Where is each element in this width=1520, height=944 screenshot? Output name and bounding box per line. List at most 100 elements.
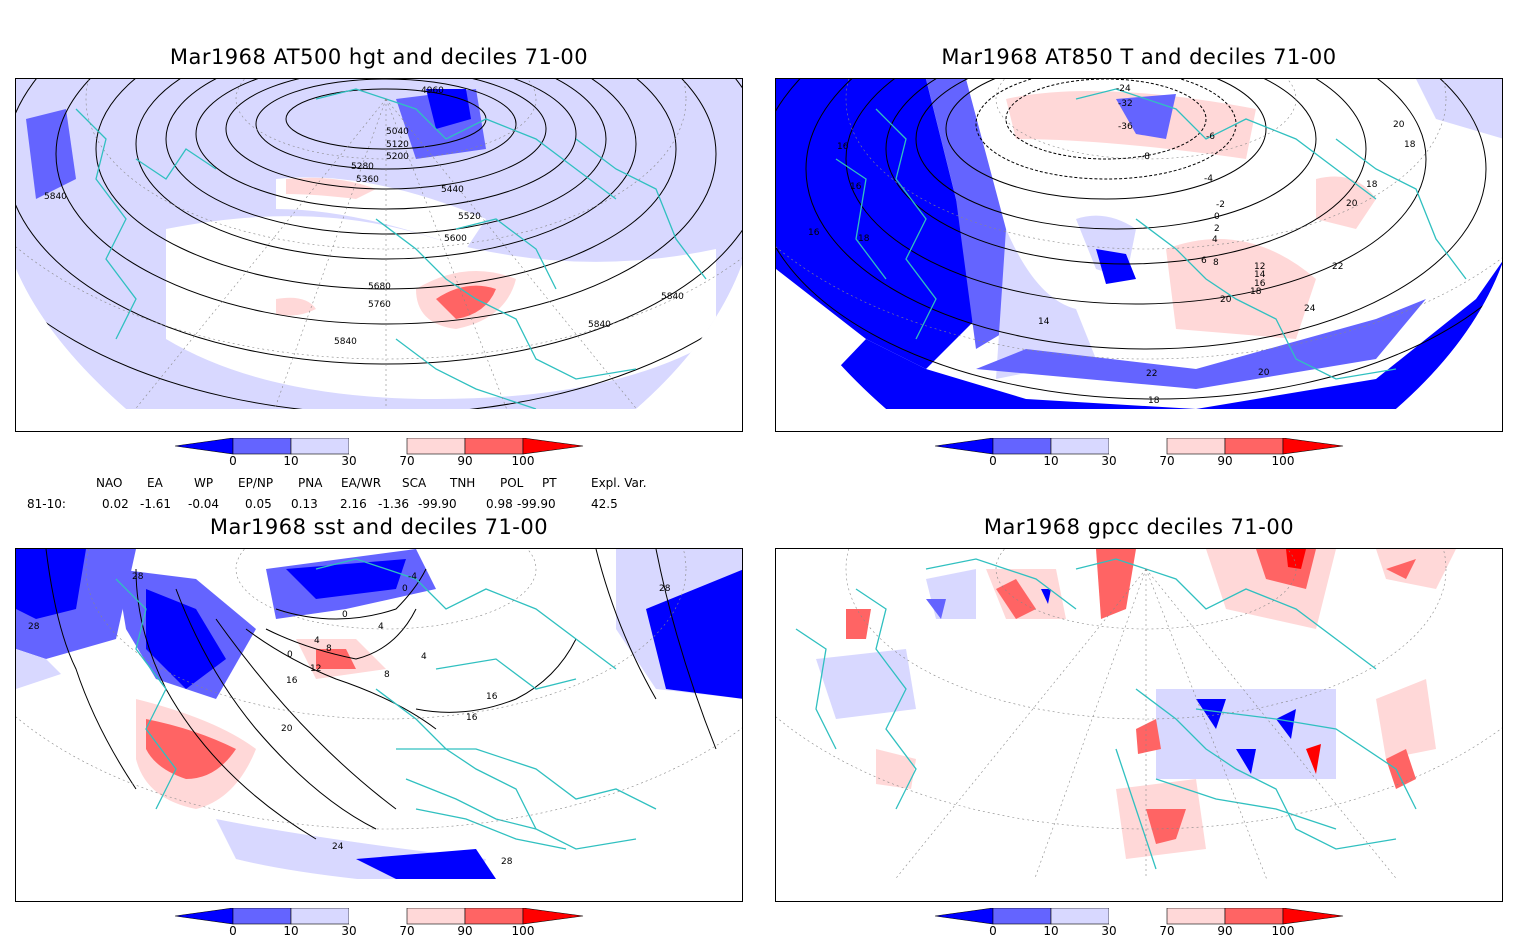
- index-value: -99.90: [418, 497, 457, 511]
- contour-label: -2: [1216, 200, 1225, 210]
- contour-label: 2: [1214, 224, 1220, 234]
- index-header: Expl. Var.: [591, 476, 647, 490]
- panel-title-1: Mar1968 AT500 hgt and deciles 71-00: [169, 45, 589, 69]
- contour-label: 5120: [386, 140, 409, 150]
- colorbar-tick: 90: [457, 924, 473, 938]
- contour-label: 16: [850, 182, 862, 192]
- contour-label: 28: [659, 584, 671, 594]
- index-header: POL: [500, 476, 524, 490]
- contour-label: 20: [1220, 295, 1232, 305]
- colorbar-tick: 10: [283, 924, 299, 938]
- colorbar-tick: 70: [399, 924, 415, 938]
- contour-label: 18: [1404, 140, 1416, 150]
- contour-label: 5680: [368, 282, 391, 292]
- contour-label: -36: [1118, 122, 1133, 132]
- colorbar-tick: 0: [989, 924, 997, 938]
- panel-title-2: Mar1968 AT850 T and deciles 71-00: [941, 45, 1337, 69]
- contour-label: 16: [486, 692, 498, 702]
- contour-label: -24: [1116, 84, 1131, 94]
- colorbar-tick: 0: [229, 924, 237, 938]
- colorbar-4: 0 10 30 70 90 100: [935, 908, 1345, 944]
- colorbar-tick: 30: [1101, 924, 1117, 938]
- map-panel-sst: 28 28 28 28 0 0 4 8 12 16 20 24 0 4 8 16…: [15, 548, 743, 902]
- index-header: PT: [542, 476, 557, 490]
- hgt500-map: 4960 5040 5120 5200 5280 5360 5440 5520 …: [16, 79, 742, 431]
- panel-title-3: Mar1968 sst and deciles 71-00: [209, 515, 549, 539]
- colorbar-tick: 30: [341, 454, 357, 468]
- index-header: TNH: [450, 476, 476, 490]
- colorbar-tick: 100: [511, 454, 535, 468]
- colorbar-swatches: [935, 908, 1344, 925]
- sst-map: 28 28 28 28 0 0 4 8 12 16 20 24 0 4 8 16…: [16, 549, 742, 901]
- colorbar-tick: 100: [1271, 924, 1295, 938]
- contour-label: 20: [281, 724, 293, 734]
- gpcc-map: [776, 549, 1502, 901]
- contour-label: 5760: [368, 300, 391, 310]
- contour-label: 5040: [386, 127, 409, 137]
- colorbar-tick: 10: [283, 454, 299, 468]
- t850-map: -24 -32 -36 -8 -6 -4 -2 0 2 4 6 8 12 14 …: [776, 79, 1502, 431]
- contour-label: 16: [286, 676, 298, 686]
- contour-label: -32: [1118, 99, 1133, 109]
- contour-label: 16: [466, 713, 478, 723]
- colorbar-tick: 100: [511, 924, 535, 938]
- index-value: 2.16: [340, 497, 367, 511]
- contour-label: 22: [1146, 369, 1157, 379]
- colorbar-tick: 10: [1043, 454, 1059, 468]
- colorbar-swatches: [175, 438, 584, 455]
- index-header: SCA: [402, 476, 427, 490]
- index-value: 0.98: [486, 497, 513, 511]
- index-header: WP: [194, 476, 214, 490]
- colorbar-tick: 10: [1043, 924, 1059, 938]
- contour-label: 0: [402, 584, 408, 594]
- contour-label: 20: [1393, 120, 1405, 130]
- t850-contour-labels: -24 -32 -36 -8 -6 -4 -2 0 2 4 6 8 12 14 …: [808, 84, 1416, 406]
- contour-label: 4: [378, 622, 384, 632]
- colorbar-tick: 0: [989, 454, 997, 468]
- index-header: PNA: [298, 476, 323, 490]
- contour-label: 8: [326, 644, 332, 654]
- contour-label: 4: [1212, 235, 1218, 245]
- index-value: -1.61: [140, 497, 172, 511]
- contour-label: -4: [408, 572, 417, 582]
- colorbar-tick: 90: [1217, 454, 1233, 468]
- map-panel-hgt500: 4960 5040 5120 5200 5280 5360 5440 5520 …: [15, 78, 743, 432]
- contour-label: 8: [1213, 258, 1219, 268]
- contour-label: 8: [384, 670, 390, 680]
- colorbar-tick: 30: [1101, 454, 1117, 468]
- contour-label: 24: [332, 842, 344, 852]
- index-value: 0.02: [102, 497, 129, 511]
- contour-label: 14: [1038, 317, 1050, 327]
- contour-label: 5200: [386, 152, 409, 162]
- contour-label: 14: [1254, 270, 1266, 280]
- contour-label: 20: [1258, 368, 1270, 378]
- contour-label: 16: [1254, 279, 1266, 289]
- contour-label: 5520: [458, 212, 481, 222]
- contour-label: 0: [342, 610, 348, 620]
- contour-label: 4: [314, 636, 320, 646]
- contour-label: 5840: [334, 337, 357, 347]
- contour-label: 4: [421, 652, 427, 662]
- colorbar-tick: 70: [1159, 454, 1175, 468]
- contour-label: 16: [808, 228, 820, 238]
- colorbar-2: 0 10 30 70 90 100: [935, 438, 1345, 474]
- contour-label: 24: [1304, 304, 1316, 314]
- contour-label: 18: [1148, 396, 1160, 406]
- sst-contour-labels: 28 28 28 28 0 0 4 8 12 16 20 24 0 4 8 16…: [28, 572, 671, 867]
- contour-label: 5280: [351, 162, 374, 172]
- contour-label: 5360: [356, 175, 379, 185]
- index-value: -0.04: [188, 497, 220, 511]
- colorbar-tick: 90: [1217, 924, 1233, 938]
- colorbar-tick: 70: [1159, 924, 1175, 938]
- colorbar-swatches: [935, 438, 1344, 455]
- hgt500-contour-labels: 4960 5040 5120 5200 5280 5360 5440 5520 …: [44, 86, 684, 347]
- contour-label: 0: [287, 650, 293, 660]
- colorbar-tick: 70: [399, 454, 415, 468]
- index-header: EA: [147, 476, 163, 490]
- contour-label: -8: [1141, 152, 1150, 162]
- contour-label: 12: [1254, 262, 1265, 272]
- index-row-label: 81-10:: [27, 497, 66, 511]
- panel-title-4: Mar1968 gpcc deciles 71-00: [983, 515, 1295, 539]
- index-header: EA/WR: [341, 476, 382, 490]
- index-value: 0.13: [291, 497, 318, 511]
